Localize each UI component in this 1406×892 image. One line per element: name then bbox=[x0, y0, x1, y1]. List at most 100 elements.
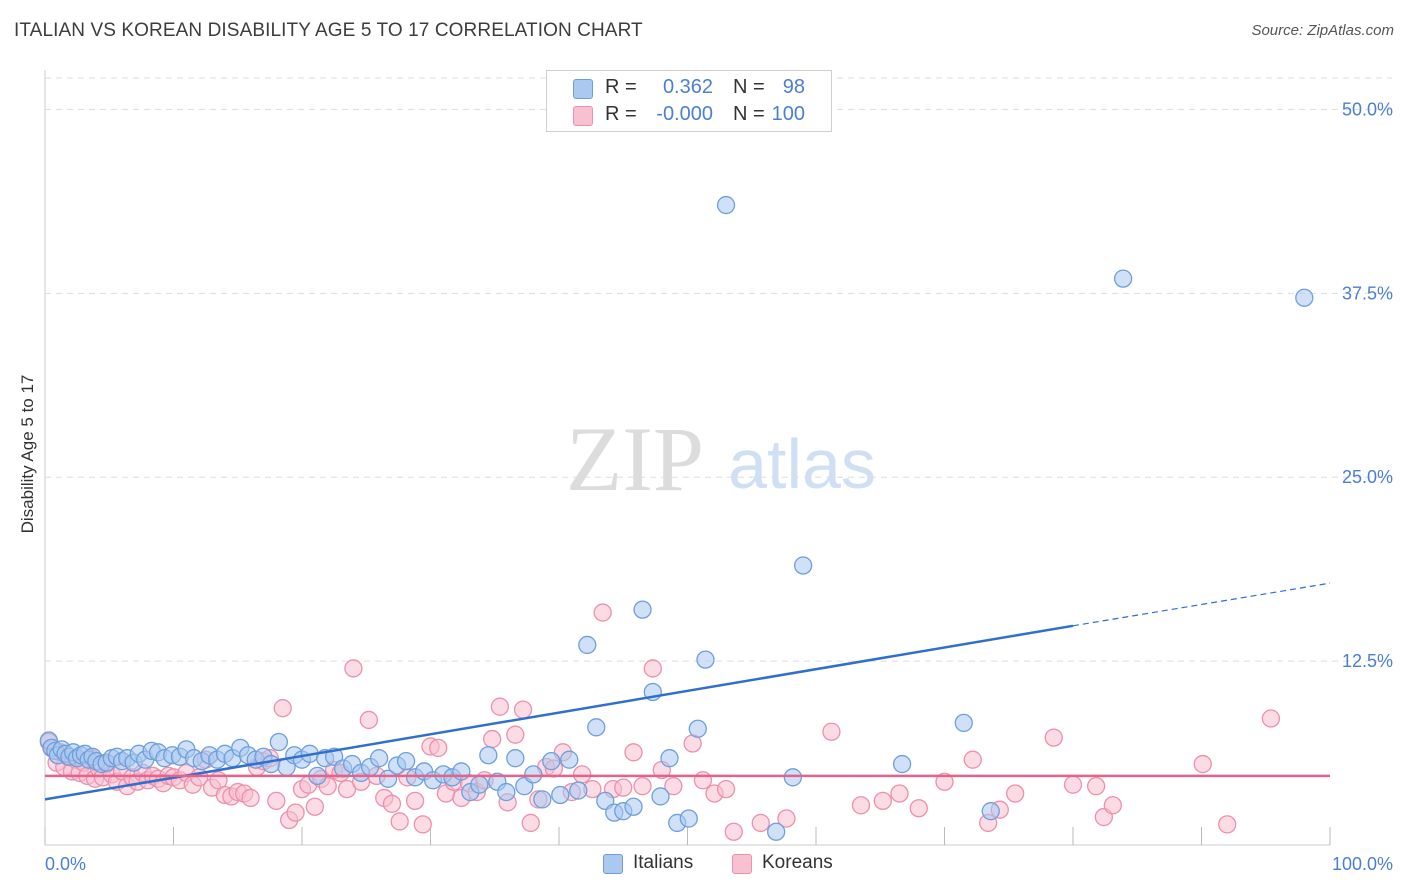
italians-point bbox=[587, 718, 606, 737]
italians-point bbox=[1113, 269, 1133, 288]
koreans-point bbox=[506, 725, 525, 744]
koreans-point bbox=[624, 743, 643, 762]
koreans-point bbox=[1218, 815, 1237, 834]
italians-trend-extension bbox=[1072, 582, 1331, 627]
koreans-point bbox=[873, 791, 892, 811]
italians-point bbox=[892, 754, 912, 774]
italians-point bbox=[660, 749, 679, 768]
koreans-point bbox=[1063, 775, 1083, 794]
italians-point bbox=[396, 751, 416, 771]
koreans-point bbox=[429, 738, 448, 758]
italians-point bbox=[651, 787, 670, 806]
legend-row-italians: R = 0.362 N = 98 bbox=[547, 74, 831, 100]
source-credit: Source: ZipAtlas.com bbox=[1251, 22, 1394, 39]
italians-point bbox=[633, 600, 652, 619]
koreans-point bbox=[724, 822, 743, 841]
italians-point bbox=[688, 719, 707, 738]
koreans-point bbox=[643, 659, 662, 678]
koreans-point bbox=[890, 784, 909, 803]
koreans-point bbox=[241, 788, 260, 808]
koreans-point bbox=[851, 796, 871, 815]
koreans-point bbox=[521, 813, 540, 833]
italians-point bbox=[452, 762, 471, 781]
koreans-point bbox=[286, 803, 305, 822]
italians-point bbox=[497, 782, 516, 802]
n-label: N = bbox=[733, 76, 765, 98]
watermark-zip: ZIP bbox=[566, 408, 704, 510]
koreans-point bbox=[405, 791, 425, 811]
koreans-point bbox=[483, 729, 502, 749]
koreans-point bbox=[716, 779, 736, 799]
n-value: 98 bbox=[782, 76, 805, 98]
italians-point bbox=[470, 775, 489, 794]
italians-point bbox=[569, 781, 588, 800]
italians-point bbox=[578, 635, 597, 655]
koreans-point bbox=[822, 722, 841, 741]
koreans-point bbox=[413, 815, 432, 834]
italians-point bbox=[794, 556, 813, 575]
y-tick-label: 25.0% bbox=[1342, 467, 1393, 487]
italians-trend-line bbox=[44, 624, 1074, 801]
koreans-swatch bbox=[573, 106, 593, 126]
italians-point bbox=[767, 822, 786, 841]
n-value: 100 bbox=[771, 103, 805, 125]
italians-point bbox=[981, 802, 1000, 821]
italians-point bbox=[524, 765, 543, 784]
x-tick-label-max: 100.0% bbox=[1332, 854, 1393, 874]
koreans-point bbox=[344, 659, 363, 678]
koreans-point bbox=[572, 765, 592, 784]
italians-point bbox=[954, 713, 973, 733]
italians-point bbox=[269, 732, 289, 752]
italians-point bbox=[378, 769, 398, 788]
italians-point bbox=[542, 751, 561, 771]
koreans-point bbox=[382, 794, 402, 813]
legend-label-koreans: Koreans bbox=[762, 852, 833, 873]
italians-point bbox=[624, 797, 643, 816]
koreans-point bbox=[390, 812, 409, 831]
italians-point bbox=[533, 790, 552, 809]
koreans-point bbox=[593, 603, 612, 622]
italians-point bbox=[716, 195, 736, 215]
koreans-point bbox=[273, 699, 292, 718]
r-label: R = bbox=[605, 76, 637, 98]
series-legend: Italians Koreans bbox=[0, 852, 1406, 876]
x-tick-label-min: 0.0% bbox=[45, 854, 86, 874]
correlation-legend: R = 0.362 N = 98 R = -0.000 N = 100 bbox=[546, 70, 832, 132]
koreans-point bbox=[359, 710, 378, 730]
koreans-point bbox=[337, 779, 357, 799]
italians-point bbox=[679, 809, 698, 828]
koreans-point bbox=[963, 750, 982, 769]
n-label: N = bbox=[733, 103, 765, 125]
koreans-point bbox=[664, 777, 683, 796]
koreans-point bbox=[614, 778, 633, 797]
legend-label-italians: Italians bbox=[633, 852, 694, 873]
koreans-point bbox=[777, 809, 796, 828]
italians-point bbox=[506, 749, 525, 768]
koreans-point bbox=[1103, 796, 1122, 815]
r-value: 0.362 bbox=[662, 76, 713, 98]
r-value: -0.000 bbox=[656, 103, 713, 125]
koreans-point bbox=[1044, 728, 1063, 747]
italians-swatch bbox=[603, 854, 623, 874]
koreans-point bbox=[1086, 777, 1106, 796]
koreans-point bbox=[1261, 709, 1281, 728]
y-axis-label: Disability Age 5 to 17 bbox=[18, 374, 37, 534]
italians-point bbox=[783, 768, 803, 787]
koreans-point bbox=[490, 697, 510, 716]
koreans-point bbox=[633, 777, 652, 796]
italians-swatch bbox=[573, 79, 593, 99]
italians-point bbox=[560, 750, 579, 769]
y-tick-label: 12.5% bbox=[1342, 651, 1393, 671]
y-tick-label: 50.0% bbox=[1342, 99, 1393, 119]
legend-row-koreans: R = -0.000 N = 100 bbox=[547, 101, 831, 127]
italians-point bbox=[479, 746, 498, 765]
koreans-point bbox=[751, 813, 770, 833]
koreans-swatch bbox=[732, 854, 752, 874]
koreans-point bbox=[693, 771, 713, 790]
koreans-point bbox=[513, 700, 533, 719]
koreans-point bbox=[305, 797, 325, 816]
koreans-point bbox=[1006, 784, 1025, 803]
italians-point bbox=[262, 754, 281, 774]
y-tick-label: 37.5% bbox=[1342, 283, 1393, 303]
